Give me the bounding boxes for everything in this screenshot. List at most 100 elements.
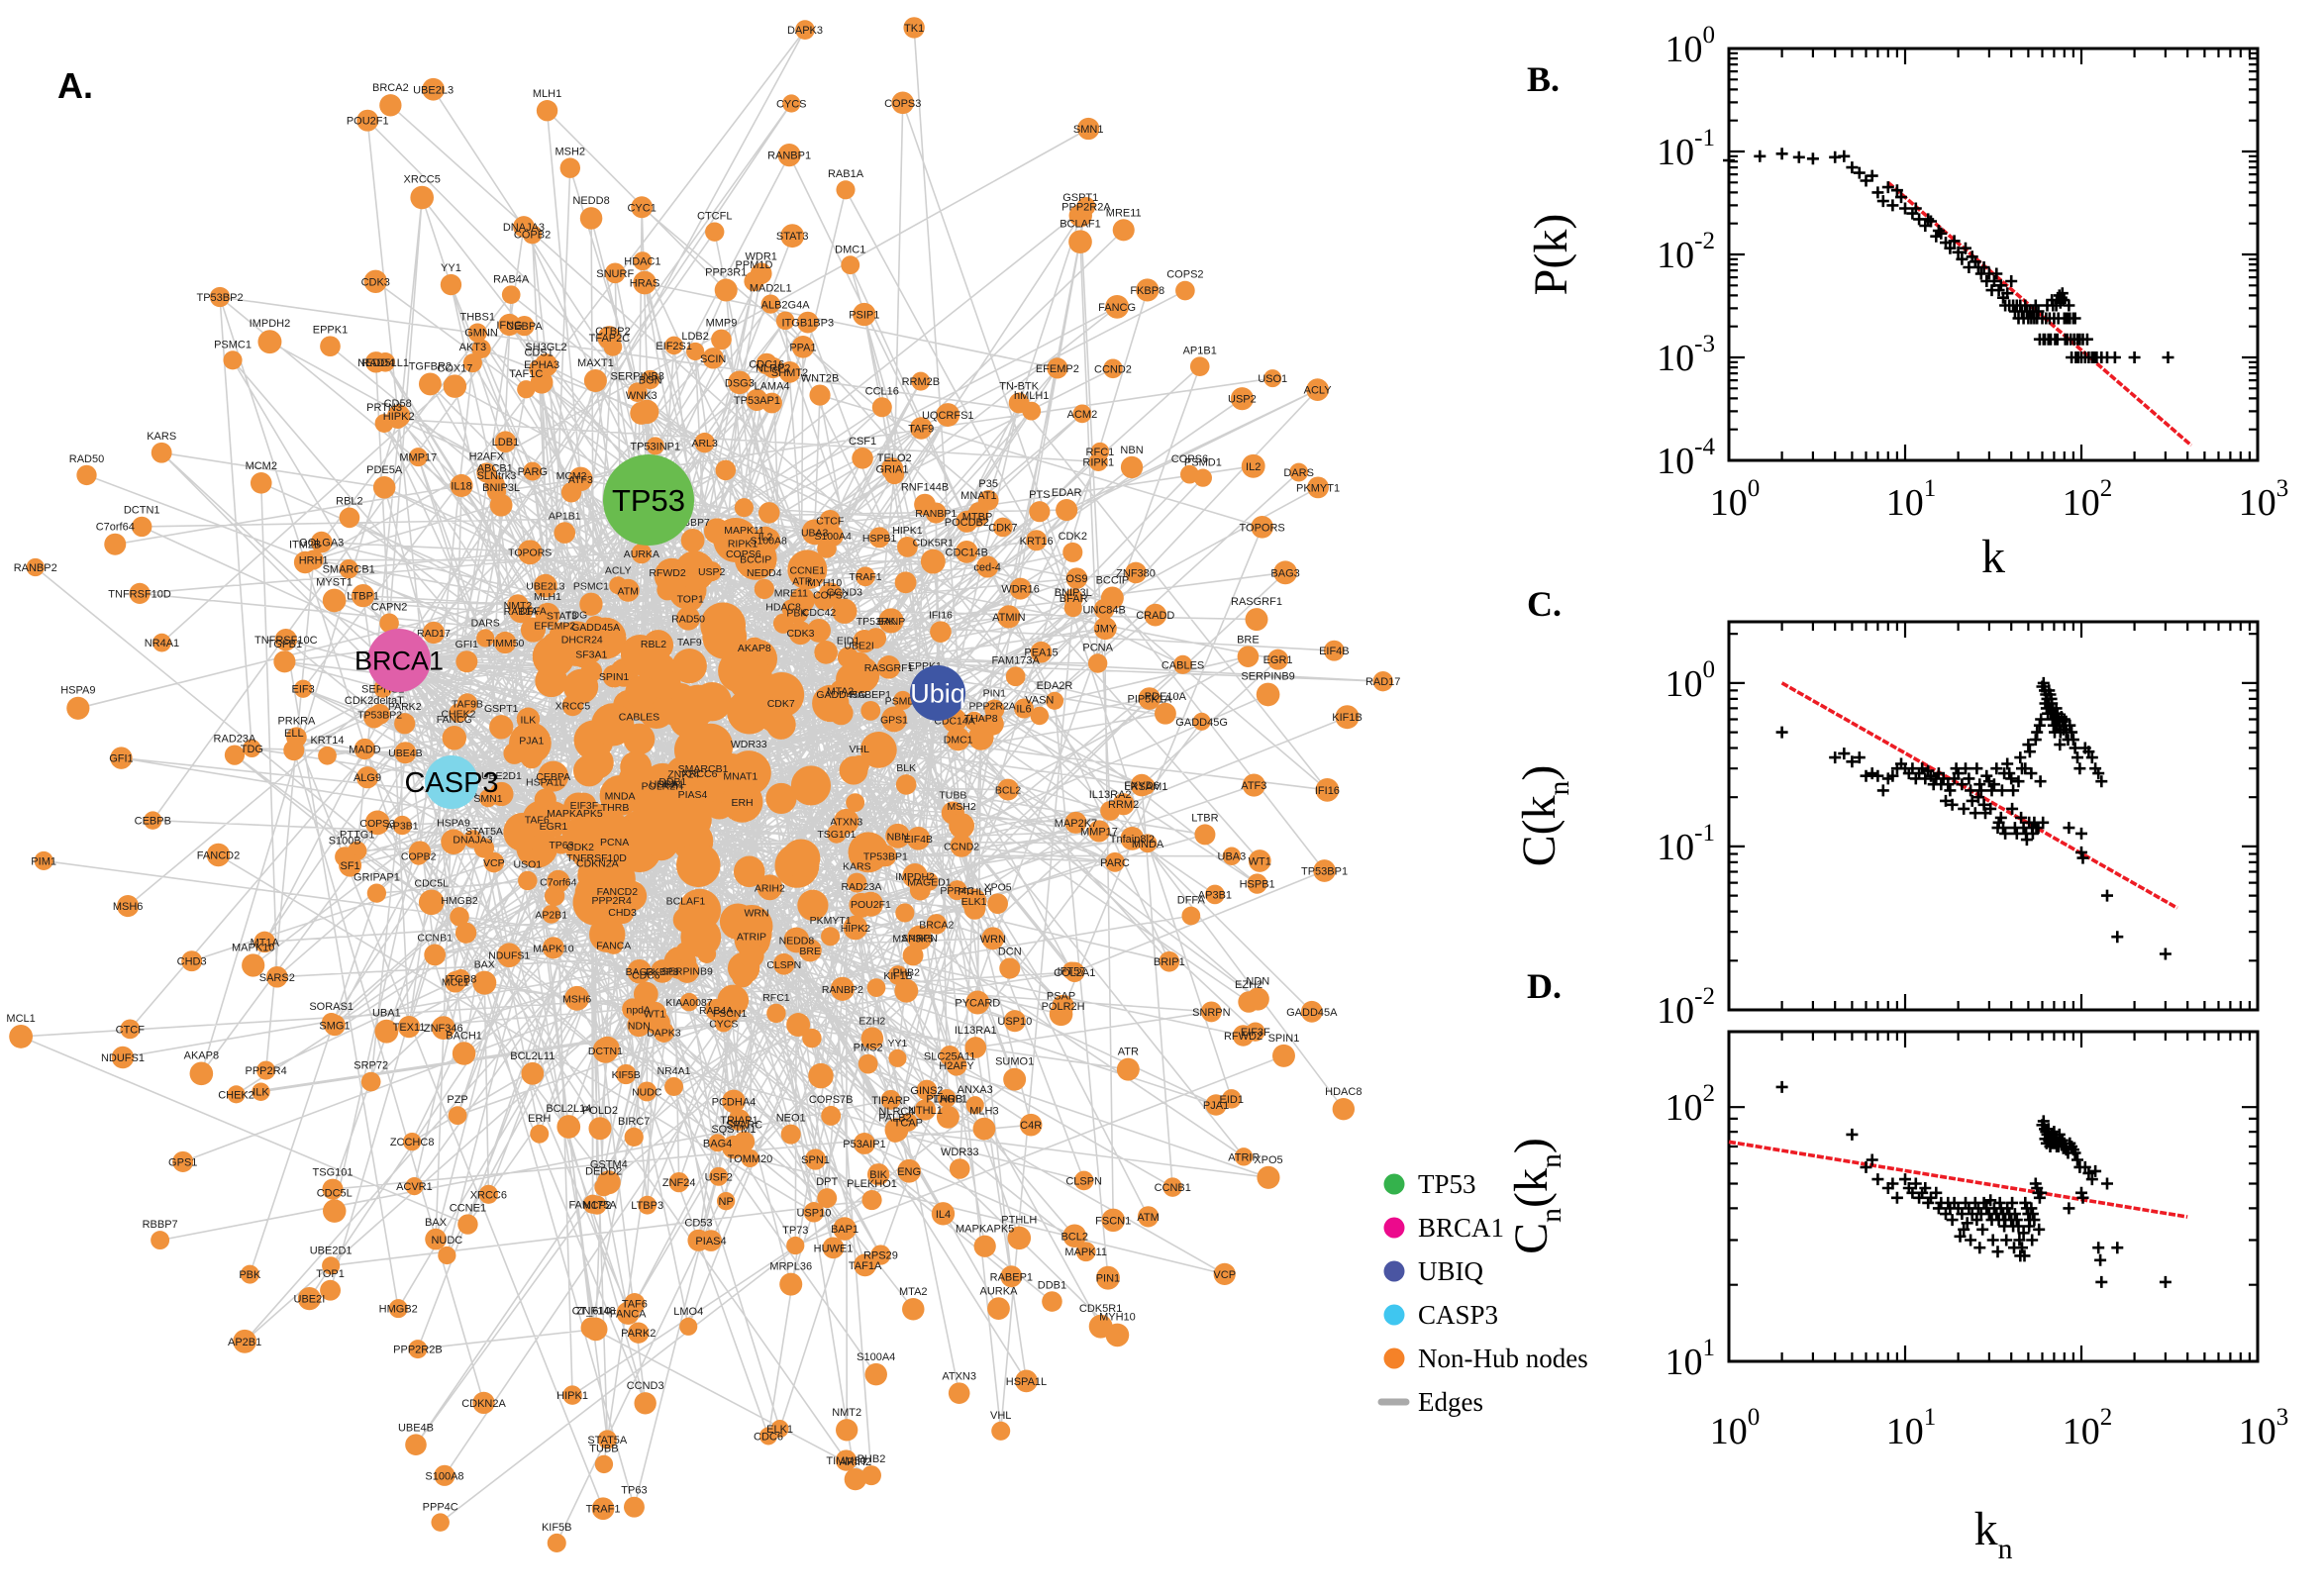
network-node: [906, 827, 931, 850]
node-label: BRE: [1237, 634, 1260, 646]
x-tick-label: 100: [1710, 1404, 1761, 1452]
node-label: VHL: [850, 744, 870, 755]
node-label: VASN: [1025, 695, 1054, 707]
network-node: [777, 144, 801, 167]
node-label: ARIH2: [840, 1456, 871, 1468]
node-label: IMPDH2: [250, 318, 291, 330]
panel-label-b: B.: [1527, 59, 1560, 99]
plot-frame-D: [1727, 1030, 2260, 1363]
legend-item-brca1: BRCA1: [1383, 1213, 1504, 1243]
node-label: SERPINB9: [1241, 671, 1294, 683]
network-node: [66, 696, 90, 720]
node-label: YY1: [441, 262, 461, 274]
node-label: FKBP8: [646, 966, 678, 978]
node-label: HIPK1: [892, 525, 923, 537]
node-label: BCLAF1: [1060, 218, 1101, 230]
node-label: TP53BP2: [357, 709, 402, 721]
node-label: SPARC: [726, 1120, 762, 1132]
network-node: [209, 286, 231, 308]
network-node: [878, 608, 904, 634]
node-label: CCL16: [865, 385, 899, 397]
network-node: [895, 774, 917, 795]
network-node: [997, 778, 1019, 801]
node-label: FANCD2: [197, 849, 240, 861]
network-node: [355, 766, 379, 789]
node-label: P53AIP1: [843, 1139, 885, 1150]
node-label: SLC25A11: [924, 1050, 975, 1062]
network-node: [1047, 357, 1068, 379]
node-label: CCND3: [827, 587, 862, 599]
network-node: [536, 100, 558, 122]
network-node: [858, 1053, 878, 1074]
node-label: HMGB2: [379, 1304, 418, 1316]
network-node: [734, 498, 754, 518]
network-node: [394, 742, 417, 764]
axis-ticks-C: [1727, 622, 2260, 1012]
network-node: [830, 679, 852, 701]
scatter-points-C: [1775, 676, 2172, 960]
network-node: [496, 943, 522, 968]
node-label: STAT3: [776, 231, 809, 243]
node-label: CDK7: [988, 522, 1017, 534]
y-tick-label: 10-2: [1657, 983, 1715, 1032]
node-label: PSMC1: [214, 339, 252, 350]
y-tick-label: 10-3: [1657, 331, 1715, 379]
node-label: TAF6: [525, 815, 550, 827]
node-label: UBE2L3: [413, 84, 454, 96]
network-node: [392, 815, 412, 836]
node-label: PBK: [786, 607, 807, 619]
node-label: XRCC6: [470, 1189, 507, 1201]
network-node: [422, 621, 446, 645]
network-node: [853, 302, 876, 327]
node-label: CYC1: [627, 202, 656, 214]
node-label: CRADD: [1136, 610, 1174, 622]
node-label: TUBB: [589, 1444, 618, 1455]
node-label: LTBR: [1191, 812, 1218, 824]
node-label: RAD50: [671, 614, 705, 626]
node-label: DARS: [471, 617, 500, 629]
network-node: [322, 1178, 344, 1200]
network-node: [833, 1217, 857, 1241]
node-label: GINS2: [910, 1085, 943, 1097]
node-label: ZNF380: [1116, 567, 1156, 579]
node-label: EIF3: [292, 684, 315, 696]
node-label: IFT57: [1058, 966, 1086, 978]
network-node: [947, 880, 967, 901]
node-label: THBS1: [459, 311, 494, 323]
node-label: SNRPN: [1192, 1007, 1231, 1019]
node-label: CCNE1: [790, 564, 826, 576]
node-label: NUDC: [632, 1086, 662, 1098]
network-node: [709, 1166, 729, 1186]
network-node: [1154, 702, 1176, 725]
network-node: [252, 1082, 270, 1101]
node-label: TNFRSF10D: [566, 852, 627, 864]
network-node: [1144, 603, 1167, 627]
network-node: [1205, 1094, 1227, 1116]
node-label: TDG: [241, 744, 263, 755]
node-label: LAMA4: [754, 381, 789, 393]
network-node: [530, 1124, 550, 1144]
network-node: [489, 781, 514, 807]
node-label: COPB2: [514, 230, 551, 242]
network-node: [457, 1214, 478, 1235]
network-node: [656, 578, 678, 601]
network-node: [860, 1465, 881, 1486]
network-node: [583, 368, 607, 393]
network-node: [860, 1027, 884, 1050]
hub-label-casp3: CASP3: [404, 767, 498, 799]
node-label: CCNB1: [1155, 1182, 1191, 1194]
network-node: [694, 432, 715, 453]
node-label: MTBP: [962, 511, 993, 523]
network-node: [1120, 826, 1145, 850]
node-label: ERH: [731, 797, 753, 809]
node-label: CYCS: [709, 1018, 738, 1030]
network-node: [641, 369, 660, 390]
node-label: TNFRSF10C: [254, 635, 318, 647]
network-node: [789, 587, 816, 613]
y-axis-title-D: Cn(kn): [1505, 1138, 1567, 1254]
network-node: [914, 493, 936, 516]
network-node: [1137, 1206, 1160, 1228]
network-node: [991, 1421, 1011, 1441]
node-label: HIPK2: [383, 411, 415, 423]
node-label: CDKN2A: [576, 857, 619, 869]
